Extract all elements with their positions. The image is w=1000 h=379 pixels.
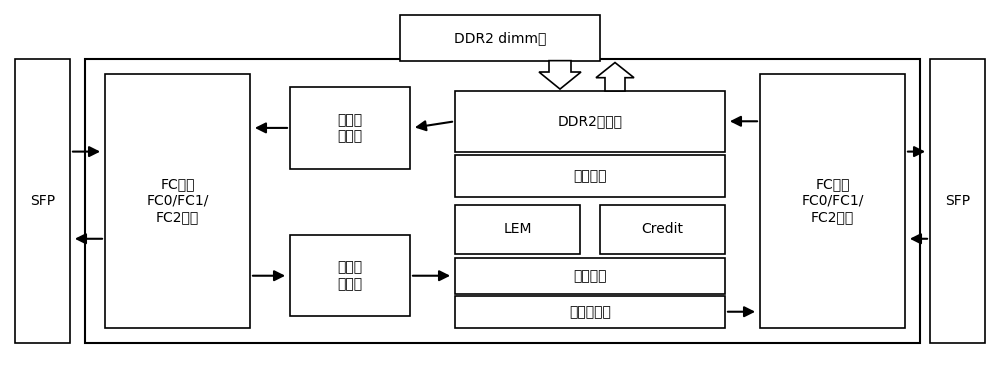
Bar: [455, 296, 725, 328]
Text: FC协议
FC0/FC1/
FC2处理: FC协议 FC0/FC1/ FC2处理: [801, 178, 864, 224]
Bar: [760, 74, 905, 328]
Text: 接收控制: 接收控制: [573, 269, 607, 283]
Text: DDR2 dimm条: DDR2 dimm条: [454, 31, 546, 45]
Polygon shape: [596, 63, 634, 91]
Bar: [455, 155, 725, 197]
Text: SFP: SFP: [945, 194, 970, 208]
Bar: [455, 258, 725, 294]
Text: 本地隔
离缓存: 本地隔 离缓存: [337, 113, 363, 143]
Text: Credit: Credit: [642, 222, 684, 236]
Text: DDR2控制器: DDR2控制器: [558, 114, 623, 128]
Bar: [290, 235, 410, 316]
Text: 大容量缓存: 大容量缓存: [569, 305, 611, 319]
Bar: [930, 59, 985, 343]
Bar: [400, 15, 600, 61]
Bar: [105, 74, 250, 328]
Polygon shape: [539, 61, 581, 89]
Bar: [15, 59, 70, 343]
Text: 发送控制: 发送控制: [573, 169, 607, 183]
Text: 本地隔
离缓存: 本地隔 离缓存: [337, 261, 363, 291]
Bar: [455, 205, 580, 254]
Bar: [600, 205, 725, 254]
Bar: [85, 59, 920, 343]
Text: SFP: SFP: [30, 194, 55, 208]
Bar: [455, 91, 725, 152]
Text: LEM: LEM: [503, 222, 532, 236]
Text: FC协议
FC0/FC1/
FC2处理: FC协议 FC0/FC1/ FC2处理: [146, 178, 209, 224]
Bar: [290, 87, 410, 169]
